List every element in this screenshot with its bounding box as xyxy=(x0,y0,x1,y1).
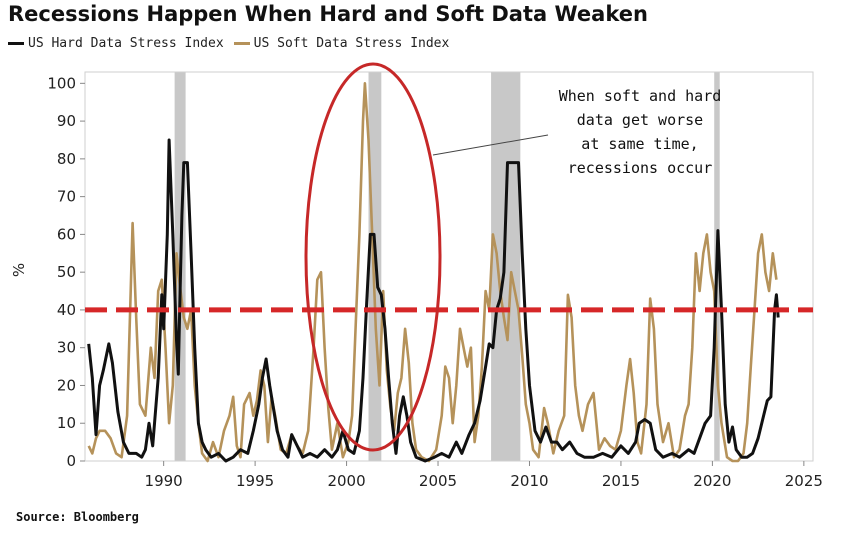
legend-item-hard: US Hard Data Stress Index xyxy=(8,36,224,51)
highlight-ellipse xyxy=(304,62,442,452)
y-tick-label: 80 xyxy=(57,150,76,168)
y-tick-label: 60 xyxy=(57,225,76,243)
y-tick-label: 90 xyxy=(57,112,76,130)
x-tick-label: 2020 xyxy=(693,472,731,490)
hard-data-line xyxy=(87,138,780,463)
y-tick-label: 10 xyxy=(57,414,76,432)
x-tick-label: 2010 xyxy=(510,472,548,490)
series-lines xyxy=(87,82,780,463)
x-tick-label: 1995 xyxy=(236,472,274,490)
x-tick-label: 2005 xyxy=(419,472,457,490)
legend-label-hard: US Hard Data Stress Index xyxy=(28,36,224,51)
chart-title: Recessions Happen When Hard and Soft Dat… xyxy=(8,2,648,26)
x-tick-label: 1990 xyxy=(145,472,183,490)
annotation-line-3: at same time, xyxy=(581,135,698,153)
legend-swatch-hard xyxy=(8,42,24,45)
y-axis: 0 10 20 30 40 50 60 70 80 90 100 xyxy=(47,74,85,470)
x-axis: 1990 1995 2000 2005 2010 2015 2020 2025 xyxy=(145,461,823,490)
x-tick-label: 2015 xyxy=(602,472,640,490)
y-tick-label: 20 xyxy=(57,376,76,394)
recession-band xyxy=(491,72,521,461)
y-tick-label: 70 xyxy=(57,188,76,206)
plot-frame xyxy=(84,71,814,462)
legend-swatch-soft xyxy=(233,42,250,45)
x-tick-label: 2000 xyxy=(327,472,365,490)
y-tick-label: 30 xyxy=(57,339,76,357)
annotation: When soft and hard data get worse at sam… xyxy=(559,87,722,177)
annotation-pointer xyxy=(432,134,549,156)
annotation-line-2: data get worse xyxy=(577,111,703,129)
x-tick-label: 2025 xyxy=(785,472,823,490)
y-tick-label: 100 xyxy=(47,74,76,92)
y-tick-label: 40 xyxy=(57,301,76,319)
y-tick-label: 0 xyxy=(66,452,76,470)
legend: US Hard Data Stress Index US Soft Data S… xyxy=(8,36,459,51)
y-axis-label: % xyxy=(10,263,28,277)
legend-item-soft: US Soft Data Stress Index xyxy=(233,36,450,51)
source-note: Source: Bloomberg xyxy=(16,510,139,524)
annotation-line-1: When soft and hard xyxy=(559,87,722,105)
y-tick-label: 50 xyxy=(57,263,76,281)
legend-label-soft: US Soft Data Stress Index xyxy=(253,36,450,51)
annotation-line-4: recessions occur xyxy=(568,159,713,177)
